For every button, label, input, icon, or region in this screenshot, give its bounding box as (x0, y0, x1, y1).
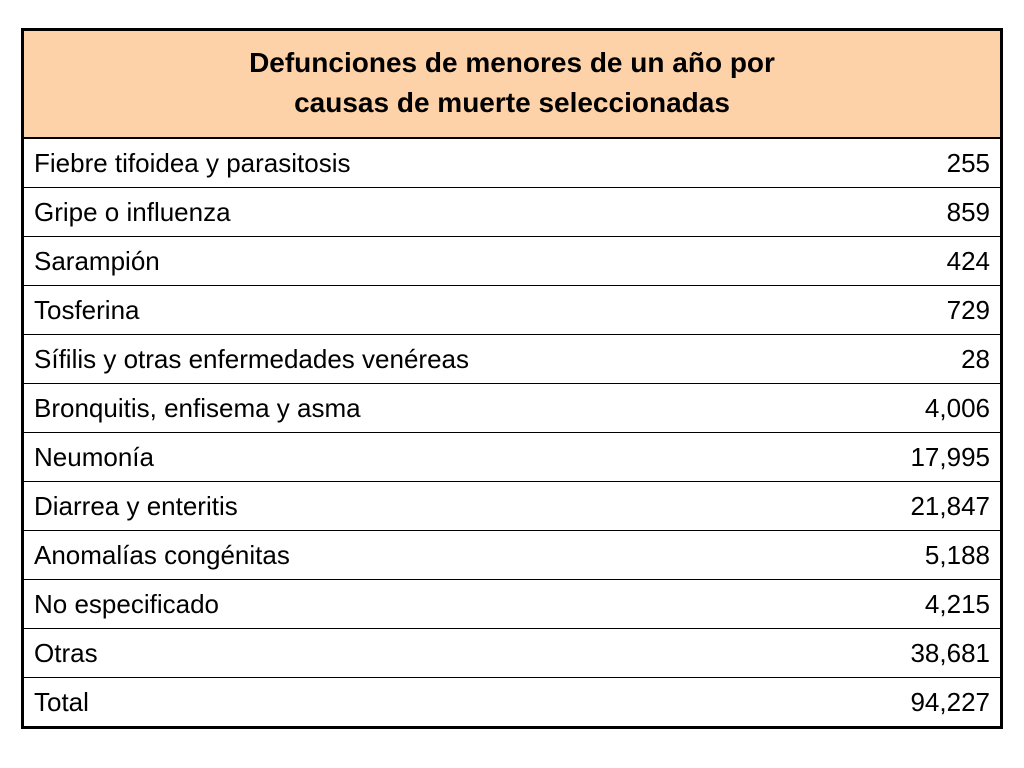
death-count: 21,847 (824, 481, 1002, 531)
table-row: Diarrea y enteritis 21,847 (22, 481, 1002, 531)
table-row: Neumonía 17,995 (22, 432, 1002, 482)
table-row: Otras 38,681 (22, 628, 1002, 678)
cause-label: Anomalías congénitas (22, 530, 825, 580)
table-row: Sífilis y otras enfermedades venéreas 28 (22, 334, 1002, 384)
death-count: 28 (824, 334, 1002, 384)
table-header-row: Defunciones de menores de un año por cau… (22, 29, 1002, 139)
death-count: 4,006 (824, 383, 1002, 433)
cause-label: Fiebre tifoidea y parasitosis (22, 138, 825, 188)
table-row: Anomalías congénitas 5,188 (22, 530, 1002, 580)
cause-label: Neumonía (22, 432, 825, 482)
table-title: Defunciones de menores de un año por cau… (22, 29, 1002, 139)
cause-label: Otras (22, 628, 825, 678)
table-title-line-2: causas de muerte seleccionadas (294, 87, 730, 118)
table-row: Bronquitis, enfisema y asma 4,006 (22, 383, 1002, 433)
table-row: Gripe o influenza 859 (22, 187, 1002, 237)
death-count: 729 (824, 285, 1002, 335)
death-count: 859 (824, 187, 1002, 237)
death-count: 424 (824, 236, 1002, 286)
death-count: 255 (824, 138, 1002, 188)
death-count: 4,215 (824, 579, 1002, 629)
table-title-line-1: Defunciones de menores de un año por (249, 47, 775, 78)
cause-label: Sífilis y otras enfermedades venéreas (22, 334, 825, 384)
total-count: 94,227 (910, 686, 990, 717)
cause-label: Bronquitis, enfisema y asma (22, 383, 825, 433)
death-count: 5,188 (824, 530, 1002, 580)
cause-label: Gripe o influenza (22, 187, 825, 237)
total-label: Total (34, 686, 89, 717)
table-row: Tosferina 729 (22, 285, 1002, 335)
cause-label: No especificado (22, 579, 825, 629)
mortality-table: Defunciones de menores de un año por cau… (21, 28, 1003, 729)
table-row: Fiebre tifoidea y parasitosis 255 (22, 138, 1002, 188)
death-count: 38,681 (824, 628, 1002, 678)
table-row: No especificado 4,215 (22, 579, 1002, 629)
death-count: 17,995 (824, 432, 1002, 482)
table-total-row: Total 94,227 (23, 678, 1002, 728)
cause-label: Sarampión (22, 236, 825, 286)
cause-label: Tosferina (22, 285, 825, 335)
cause-label: Diarrea y enteritis (22, 481, 825, 531)
table-row: Sarampión 424 (22, 236, 1002, 286)
